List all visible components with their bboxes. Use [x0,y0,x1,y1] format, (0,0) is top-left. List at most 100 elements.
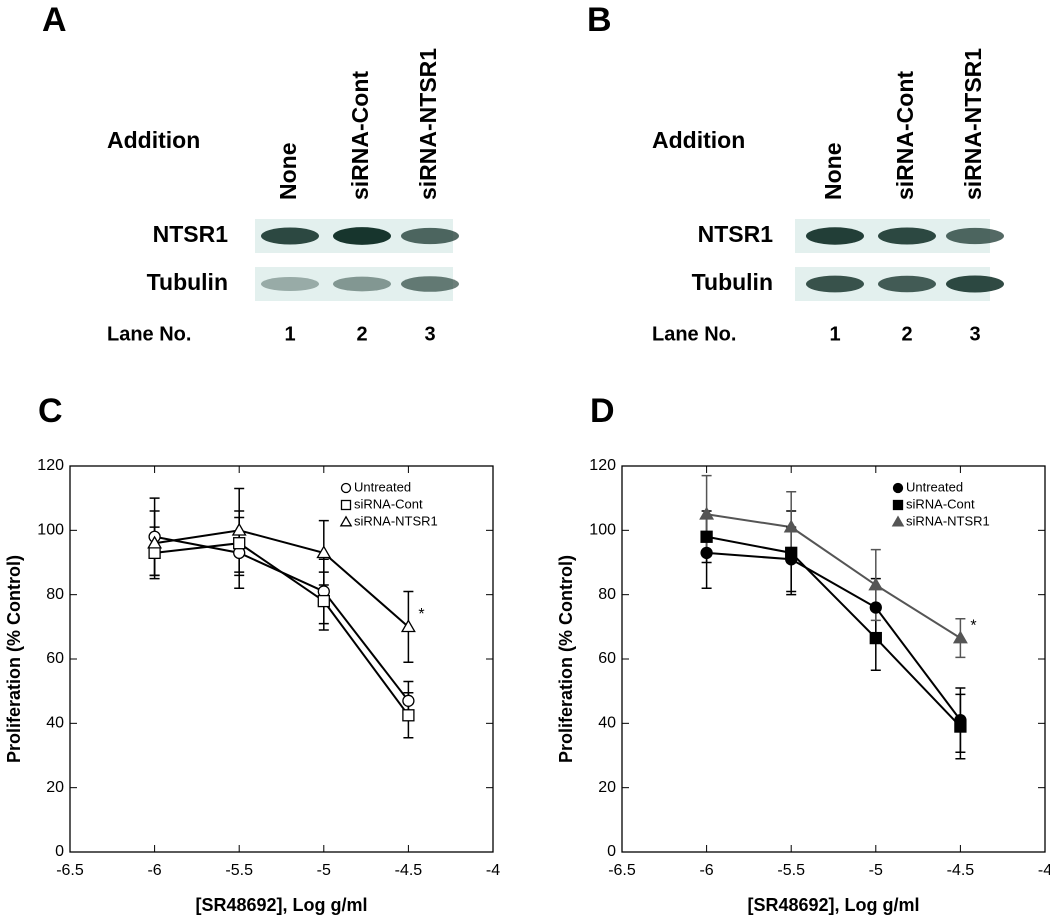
legend-label: Untreated [906,479,963,494]
band [333,227,391,245]
series-line [154,529,410,628]
panel-label: C [38,392,63,430]
legend-label: Untreated [354,479,411,494]
marker [700,530,713,543]
y-axis-title: Proliferation (% Control) [4,555,24,763]
lane-number: 1 [829,323,840,345]
panel-label: D [590,392,615,430]
band [261,276,319,292]
lane-label: siRNA-Cont [347,71,373,200]
marker [147,535,163,549]
row-label: Tubulin [692,269,773,295]
marker [783,519,799,533]
marker [317,594,330,608]
band [333,276,391,292]
x-axis-title: [SR48692], Log g/ml [747,895,919,915]
lane-number: 1 [284,323,295,345]
y-tick-label: 40 [46,715,64,732]
x-tick-label: -5.5 [225,862,253,879]
y-tick-label: 20 [598,779,616,796]
x-tick-label: -5.5 [777,862,805,879]
addition-label: Addition [107,127,200,153]
x-tick-label: -4 [486,862,500,879]
series-line [706,513,961,639]
y-tick-label: 0 [607,843,616,860]
legend-label: siRNA-NTSR1 [354,513,438,528]
marker [868,577,884,591]
band [401,276,459,292]
band [946,275,1004,293]
x-tick-label: -6.5 [608,862,636,879]
marker [231,522,247,536]
marker [699,506,715,520]
marker [954,720,967,733]
row-label: NTSR1 [698,221,774,247]
y-tick-label: 100 [37,522,64,539]
legend-marker [891,515,905,527]
marker [785,546,798,559]
band [806,227,864,245]
marker [700,546,713,559]
lane-number: 3 [969,323,980,345]
annotation: * [970,617,976,634]
marker [869,601,882,614]
lane-number: 2 [356,323,367,345]
marker [869,631,882,645]
y-tick-label: 60 [598,650,616,667]
x-tick-label: -6.5 [56,862,84,879]
x-tick-label: -4.5 [947,862,975,879]
lane-no-label: Lane No. [652,323,736,345]
x-tick-label: -4.5 [395,862,423,879]
y-tick-label: 120 [589,457,616,474]
band [261,227,319,245]
lane-label: siRNA-Cont [892,71,918,200]
y-tick-label: 80 [46,586,64,603]
legend-label: siRNA-Cont [354,496,423,511]
lane-label: siRNA-NTSR1 [415,48,441,200]
panel-label: A [42,1,67,39]
lane-number: 3 [424,323,435,345]
legend-marker [892,482,904,494]
marker [233,537,246,550]
legend-marker [340,482,352,494]
marker [952,630,968,644]
lane-number: 2 [901,323,912,345]
marker [148,546,161,559]
x-axis-title: [SR48692], Log g/ml [195,895,367,915]
legend-label: siRNA-Cont [906,496,975,511]
x-tick-label: -5 [317,862,331,879]
y-tick-label: 60 [46,650,64,667]
series-line [706,551,962,721]
band [878,275,936,293]
lane-label: None [275,143,301,201]
lane-no-label: Lane No. [107,323,191,345]
annotation: * [418,606,424,623]
y-tick-label: 0 [55,843,64,860]
series-line [706,535,962,728]
x-tick-label: -4 [1038,862,1050,879]
band [401,227,459,245]
panel-label: B [587,1,612,39]
band [878,227,936,245]
y-tick-label: 80 [598,586,616,603]
legend-marker [339,515,353,527]
legend-label: siRNA-NTSR1 [906,513,990,528]
y-tick-label: 120 [37,457,64,474]
legend-marker [340,499,352,511]
lane-label: None [820,143,846,201]
marker [402,709,415,722]
addition-label: Addition [652,127,745,153]
y-tick-label: 20 [46,779,64,796]
row-label: NTSR1 [153,221,229,247]
row-label: Tubulin [147,269,228,295]
series-line [154,542,410,716]
series-line [154,535,410,702]
band [946,227,1004,245]
lane-label: siRNA-NTSR1 [960,48,986,200]
y-tick-label: 100 [589,522,616,539]
legend-marker [892,499,904,511]
x-tick-label: -6 [699,862,713,879]
marker [400,619,416,633]
y-axis-title: Proliferation (% Control) [556,555,576,763]
